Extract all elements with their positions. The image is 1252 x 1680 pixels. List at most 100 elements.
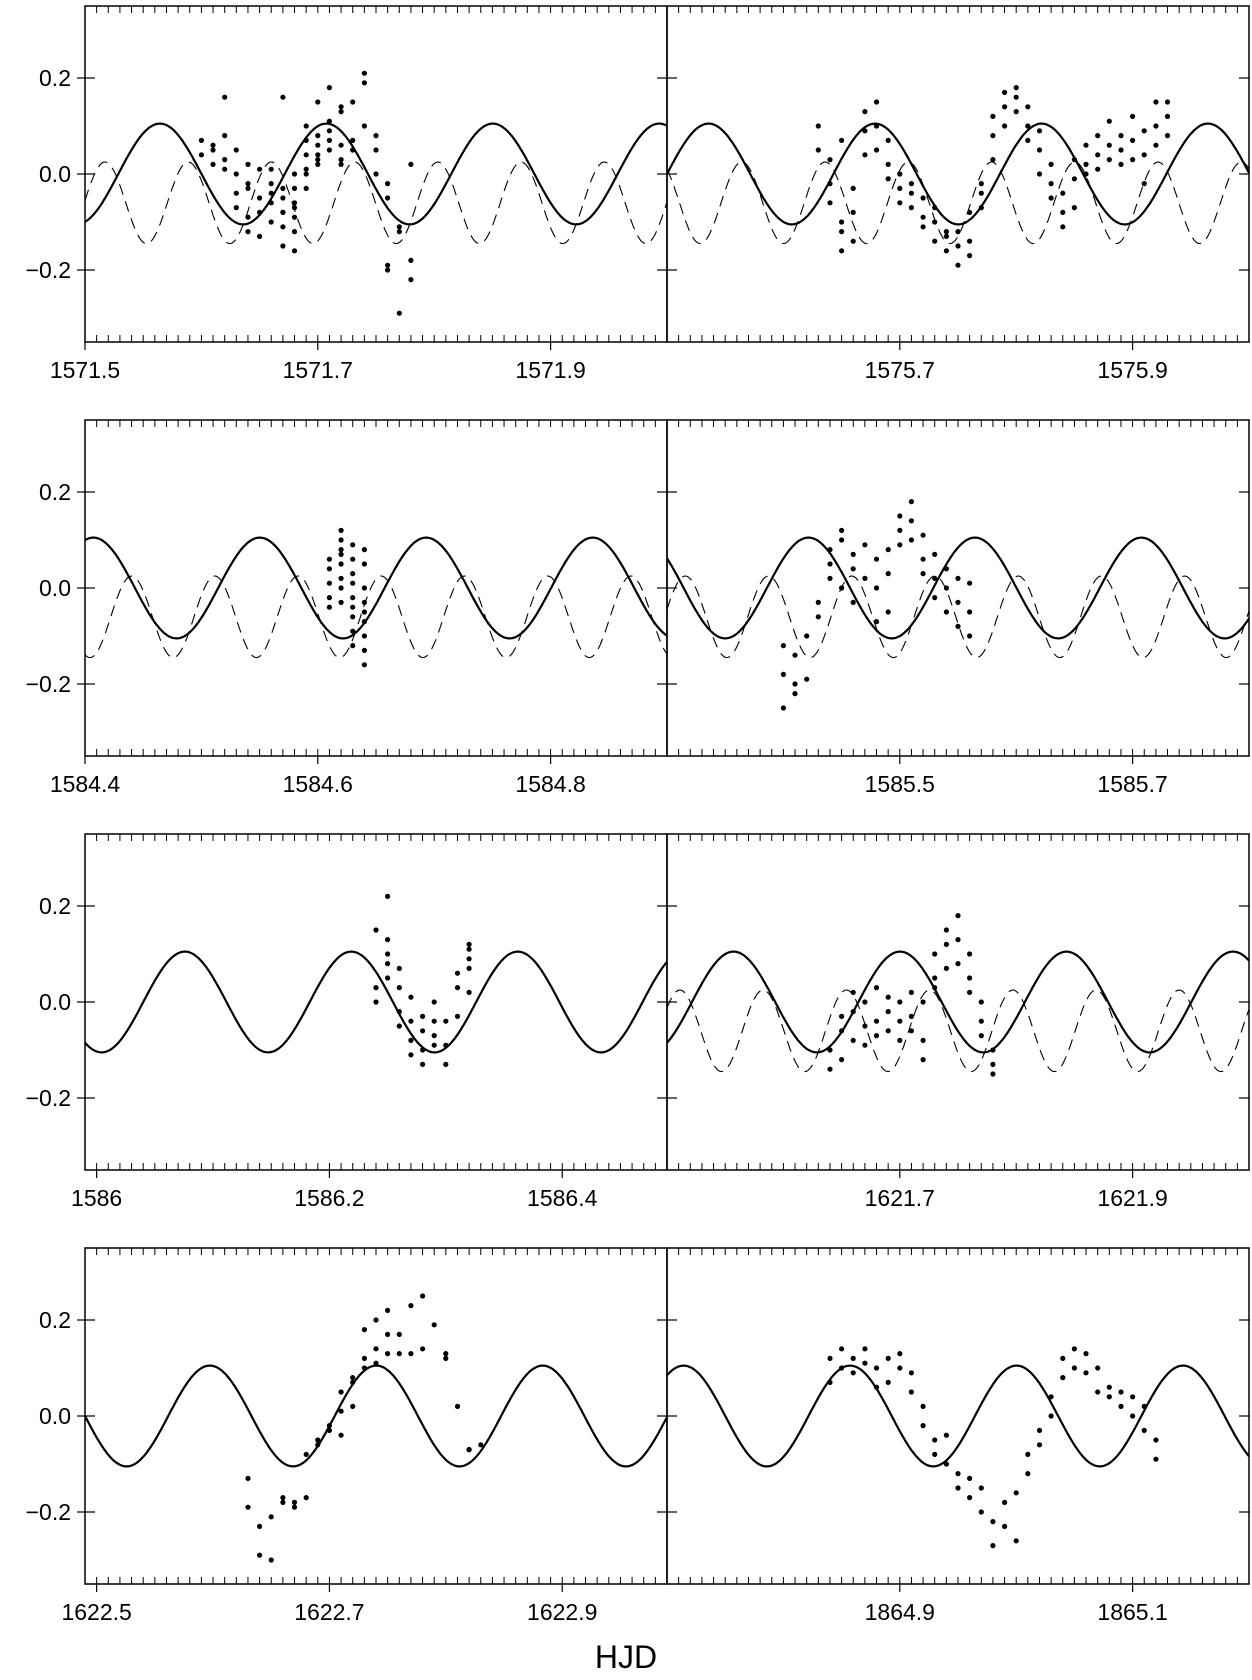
x-tick-label: 1585.5 (865, 771, 935, 797)
data-point (897, 185, 903, 191)
data-point (338, 575, 344, 582)
data-point (408, 1037, 414, 1043)
data-point (978, 1033, 984, 1039)
data-point (990, 157, 996, 163)
data-point (897, 999, 903, 1005)
data-point (1095, 152, 1101, 158)
data-point (408, 1351, 414, 1357)
data-point (233, 147, 239, 153)
data-point (978, 1018, 984, 1024)
data-point (990, 1061, 996, 1067)
data-point (291, 171, 298, 177)
data-point (198, 137, 204, 143)
data-point (1048, 1394, 1054, 1400)
x-tick-label: 1584.4 (50, 771, 121, 797)
panel-frame (666, 5, 1250, 343)
data-point (431, 1018, 437, 1024)
data-point (862, 128, 868, 134)
data-point (1048, 195, 1054, 201)
data-point (373, 1360, 379, 1366)
data-point (955, 623, 961, 630)
data-point (978, 1485, 984, 1491)
data-point (1141, 152, 1147, 158)
data-point (385, 951, 391, 957)
data-point (862, 999, 868, 1005)
panel-2: 1575.7 1575.9 (666, 5, 1250, 383)
data-point (1164, 113, 1171, 119)
data-point (873, 585, 880, 591)
data-point (408, 1052, 414, 1058)
data-point (897, 171, 903, 177)
model-curve-solid (85, 122, 667, 226)
data-point (443, 1061, 449, 1067)
data-point (885, 547, 891, 553)
data-point (280, 224, 286, 230)
data-point (233, 190, 239, 196)
model-curve-solid (85, 1364, 667, 1468)
data-point (1153, 123, 1159, 129)
data-point (268, 200, 274, 206)
data-point (431, 999, 437, 1005)
data-point (978, 181, 984, 187)
data-point (815, 614, 821, 620)
data-point (326, 566, 332, 572)
data-point (408, 257, 414, 263)
data-point (420, 1047, 426, 1053)
data-point (920, 999, 926, 1005)
data-point (967, 951, 973, 957)
data-point (338, 537, 344, 543)
data-point (943, 609, 950, 615)
data-point (385, 267, 391, 273)
data-point (350, 580, 356, 586)
data-point (920, 214, 926, 220)
model-curve-solid (85, 950, 667, 1054)
data-point (873, 147, 880, 153)
data-point (804, 676, 810, 682)
data-point (873, 1018, 880, 1024)
data-point (1013, 94, 1019, 100)
data-point (291, 229, 298, 235)
data-point (908, 1370, 915, 1376)
data-point (967, 975, 973, 981)
data-point (1002, 1523, 1008, 1529)
data-point (1106, 1384, 1112, 1390)
data-point (361, 609, 367, 615)
data-point (280, 94, 286, 100)
data-point (338, 547, 344, 553)
panel-frame (666, 1247, 1250, 1585)
data-point (932, 595, 938, 601)
x-tick-label: 1622.5 (61, 1599, 131, 1625)
data-point (350, 628, 356, 634)
data-point (839, 229, 845, 235)
x-tick-label: 1585.7 (1097, 771, 1167, 797)
data-point (792, 681, 798, 687)
data-point (338, 109, 344, 115)
data-point (373, 1346, 379, 1352)
data-point (396, 224, 402, 230)
data-point (454, 985, 461, 991)
data-point (885, 994, 891, 1000)
data-point (897, 200, 903, 206)
data-point (955, 599, 961, 606)
data-point (862, 152, 868, 158)
data-point (792, 691, 798, 697)
data-point (350, 99, 356, 105)
data-point (291, 205, 298, 211)
y-tick-label: −0.2 (26, 1085, 71, 1111)
data-point (873, 1365, 880, 1371)
data-point (326, 1423, 332, 1429)
panel-1: 1571.5 1571.7 1571.9 −0.2 0.0 0.2 (26, 5, 668, 383)
data-point (943, 585, 950, 591)
model-curve-solid (667, 536, 1249, 640)
data-point (827, 157, 833, 163)
x-axis-label: HJD (595, 1639, 657, 1675)
data-point (222, 94, 228, 100)
data-point (1025, 1471, 1031, 1477)
data-point (1130, 137, 1136, 143)
data-point (338, 527, 344, 534)
data-point (245, 1504, 251, 1510)
data-point (1060, 1355, 1066, 1361)
data-point (850, 566, 856, 572)
panel-frame (84, 1247, 668, 1585)
data-point (850, 989, 856, 996)
